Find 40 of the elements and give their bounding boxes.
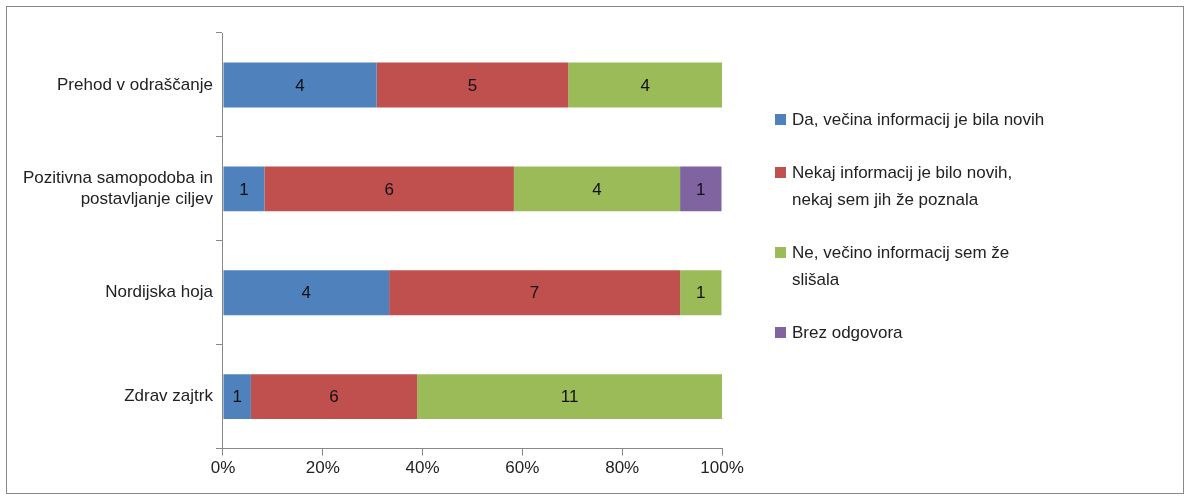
- bar: [680, 166, 722, 212]
- bar: [264, 166, 514, 212]
- legend-label: Ne, večino informacij sem že slišala: [792, 242, 1011, 291]
- bar: [223, 62, 377, 108]
- x-tick-label: 80%: [605, 458, 640, 478]
- annotation: 4: [640, 75, 650, 95]
- annotation: 6: [384, 179, 394, 199]
- x-tick-label: 0%: [210, 458, 236, 478]
- x-tick-label: 20%: [305, 458, 340, 478]
- y-tick-label: Prehod v odraščanje: [57, 74, 213, 94]
- annotation: 5: [467, 75, 478, 95]
- annotation: 11: [560, 387, 579, 407]
- bar: [223, 270, 390, 316]
- annotation: 1: [696, 179, 706, 199]
- annotation: 1: [696, 283, 706, 303]
- bar: [376, 62, 569, 108]
- annotation: 4: [301, 283, 312, 303]
- bar: [417, 374, 722, 420]
- annotation: 7: [529, 283, 540, 303]
- y-tick-label: Zdrav zajtrk: [124, 386, 214, 406]
- legend-label: Brez odgovora: [792, 322, 903, 344]
- bar: [389, 270, 681, 316]
- legend-label: Nekaj informacij je bilo novih, nekaj sem jih že poznala: [792, 162, 1014, 211]
- bar: [680, 270, 722, 316]
- y-tick-label: Pozitivna samopodoba in postavljanje ciljev: [22, 168, 214, 208]
- x-tick-label: 100%: [700, 458, 744, 478]
- annotation: 4: [592, 179, 602, 199]
- y-tick-label: Nordijska hoja: [105, 282, 214, 302]
- x-tick-label: 40%: [405, 458, 440, 478]
- annotation: 6: [329, 387, 339, 407]
- annotation: 1: [232, 387, 242, 407]
- bar: [223, 166, 265, 212]
- annotation: 4: [295, 75, 305, 95]
- bar: [568, 62, 722, 108]
- annotation: 1: [239, 179, 249, 199]
- bar: [513, 166, 681, 212]
- x-tick-label: 60%: [505, 458, 540, 478]
- bar: [223, 374, 251, 420]
- bar: [250, 374, 418, 420]
- legend-label: Da, večina informacij je bila novih: [792, 109, 1045, 131]
